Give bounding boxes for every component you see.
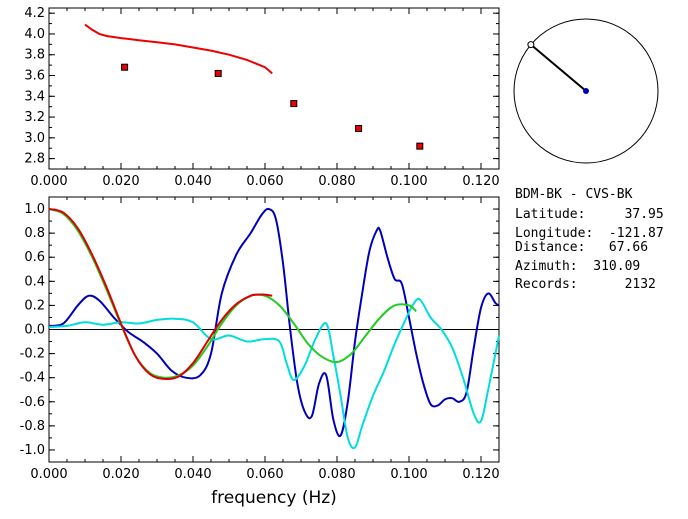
bottom-ytick-label: -0.2 — [20, 347, 45, 362]
top-xtick-label: 0.060 — [246, 174, 283, 189]
bottom-ytick-label: 0.0 — [24, 323, 45, 338]
top-xtick-label: 0.100 — [390, 174, 427, 189]
station-pair: BDM-BK - CVS-BK — [515, 187, 633, 202]
bottom-ytick-label: -0.8 — [20, 419, 45, 434]
center-marker — [583, 88, 589, 94]
bottom-ytick-label: 0.2 — [24, 298, 45, 313]
top-ytick-label: 3.4 — [24, 89, 45, 104]
measurement-point — [214, 69, 222, 77]
bottom-xtick-label: 0.020 — [102, 467, 139, 482]
coherency-panel: 1.0 0.8 0.6 0.4 0.2 0.0 -0.2 -0.4 -0.6 -0.8 -1.0 0… — [20, 196, 500, 508]
measurement-point — [355, 124, 363, 132]
top-xtick-label: 0.000 — [30, 174, 67, 189]
top-xtick-label: 0.120 — [462, 174, 499, 189]
measurement-point — [290, 100, 298, 108]
bottom-xtick-label: 0.000 — [30, 467, 67, 482]
bottom-xtick-label: 0.100 — [390, 467, 427, 482]
cyan-curve — [48, 297, 500, 450]
azimuth-inset — [513, 18, 659, 164]
top-ytick-label: 3.8 — [24, 48, 45, 63]
measurement-point — [121, 63, 129, 71]
bottom-ytick-label: 1.0 — [24, 202, 45, 217]
bottom-xtick-label: 0.060 — [246, 467, 283, 482]
bottom-ytick-label: -0.4 — [20, 371, 45, 386]
latitude-row: Latitude: 37.95 — [515, 207, 664, 222]
azimuth-row: Azimuth: 310.09 — [515, 259, 640, 274]
phase-velocity-panel: 2.8 3.0 3.2 3.4 3.6 3.8 4.0 4.2 0.000 0.020 0.040… — [24, 6, 499, 189]
top-xtick-label: 0.040 — [174, 174, 211, 189]
measurement-point — [416, 142, 424, 150]
bottom-ytick-label: -1.0 — [20, 443, 45, 458]
bottom-xtick-label: 0.040 — [174, 467, 211, 482]
azimuth-circle — [513, 18, 659, 164]
top-ytick-label: 4.0 — [24, 27, 45, 42]
top-ytick-label: 4.2 — [24, 6, 45, 21]
top-ytick-label: 3.0 — [24, 131, 45, 146]
top-plot-frame — [48, 7, 500, 170]
records-row: Records: 2132 — [515, 277, 656, 292]
distance-row: Distance: 67.66 — [515, 240, 648, 255]
bottom-xtick-label: 0.080 — [318, 467, 355, 482]
top-xtick-label: 0.080 — [318, 174, 355, 189]
top-ytick-label: 2.8 — [24, 152, 45, 167]
bottom-xtick-label: 0.120 — [462, 467, 499, 482]
top-ytick-label: 3.2 — [24, 110, 45, 125]
bottom-ytick-label: 0.8 — [24, 226, 45, 241]
green-curve — [48, 208, 417, 379]
station-marker — [527, 41, 535, 49]
top-ytick-label: 3.6 — [24, 69, 45, 84]
bottom-ytick-label: 0.6 — [24, 250, 45, 265]
top-xtick-label: 0.020 — [102, 174, 139, 189]
dispersion-curve — [84, 23, 273, 75]
longitude-row: Longitude: -121.87 — [515, 226, 664, 241]
x-axis-title: frequency (Hz) — [211, 488, 337, 508]
red-curve — [48, 208, 273, 381]
blue-curve — [48, 207, 500, 438]
azimuth-needle — [530, 43, 587, 92]
bottom-ytick-label: 0.4 — [24, 274, 45, 289]
bottom-ytick-label: -0.6 — [20, 395, 45, 410]
station-info: BDM-BK - CVS-BK Latitude: 37.95 Longitud… — [515, 187, 664, 292]
